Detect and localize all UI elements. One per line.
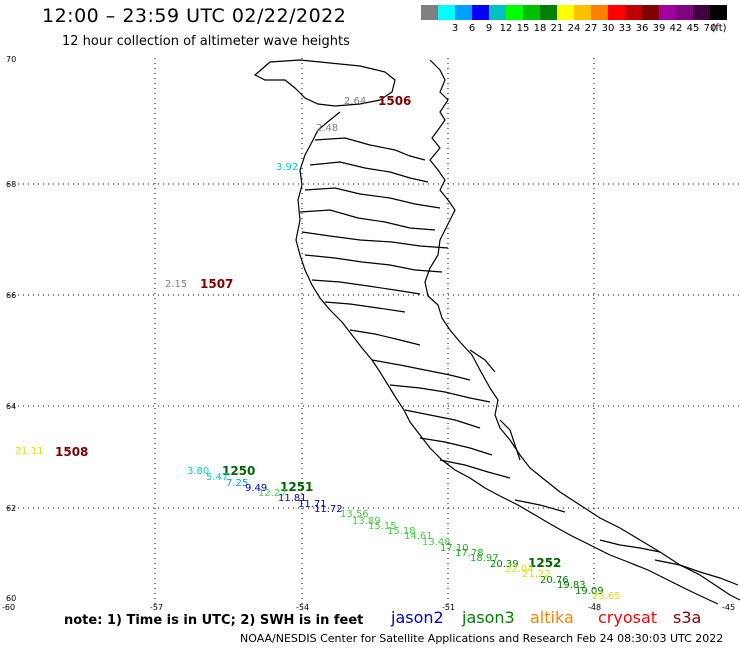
legend-swatch <box>489 5 506 20</box>
legend-swatch <box>659 5 676 20</box>
legend-tick-label: 24 <box>567 23 581 34</box>
legend-swatch <box>642 5 659 20</box>
wave-height-label: 19.09 <box>575 586 604 597</box>
wave-height-label: 23.65 <box>592 591 621 602</box>
satellite-s3a: s3a <box>673 608 702 627</box>
wave-height-label: 21.22 <box>522 569 551 580</box>
lat-tick-70: 70 <box>6 55 17 64</box>
chart-subtitle: 12 hour collection of altimeter wave hei… <box>62 34 350 49</box>
wave-height-label: 13.56 <box>340 509 369 520</box>
legend-swatch <box>693 5 710 20</box>
wave-height-label: 2.15 <box>165 279 188 290</box>
legend-swatch <box>523 5 540 20</box>
legend-swatch <box>421 5 438 20</box>
legend-tick-label: 45 <box>686 23 700 34</box>
legend-tick-label: 39 <box>652 23 666 34</box>
wave-height-label: 2.64 <box>344 96 367 107</box>
legend-tick-label: 30 <box>601 23 615 34</box>
wave-height-label: 18.97 <box>470 553 499 564</box>
legend-swatch <box>625 5 642 20</box>
legend-tick-label: 70 <box>703 23 717 34</box>
wave-height-label: 21.11 <box>15 446 44 457</box>
legend-tick-label: 15 <box>516 23 530 34</box>
legend-tick-label: 3 <box>451 23 459 34</box>
wave-height-label: 7.25 <box>226 478 249 489</box>
wave-height-label: 15.18 <box>387 526 416 537</box>
legend-unit-label: (ft) <box>711 23 727 34</box>
legend-tick-label: 42 <box>669 23 683 34</box>
satellite-altika: altika <box>530 608 574 627</box>
legend-tick-label: 36 <box>635 23 649 34</box>
legend-swatch <box>472 5 489 20</box>
wave-height-label: 11.71 <box>298 499 327 510</box>
wave-height-label: 22.04 <box>505 564 534 575</box>
lon-tick-48: -48 <box>588 603 602 612</box>
footer-note: note: 1) Time is in UTC; 2) SWH is in fe… <box>64 613 364 628</box>
lon-tick-57: -57 <box>150 603 164 612</box>
wave-height-label: 15.15 <box>368 521 397 532</box>
legend-swatch <box>438 5 455 20</box>
wave-height-label: 11.72 <box>314 504 343 515</box>
chart-title: 12:00 – 23:59 UTC 02/22/2022 <box>42 5 347 27</box>
wave-height-label: 17.10 <box>440 543 469 554</box>
lat-tick-68: 68 <box>6 180 17 189</box>
lat-tick-66: 66 <box>6 291 17 300</box>
legend-tick-label: 27 <box>584 23 598 34</box>
lat-tick-60: 60 <box>6 594 17 603</box>
legend-swatch <box>710 5 727 20</box>
legend-swatch <box>506 5 523 20</box>
legend-swatch <box>591 5 608 20</box>
pass-label: 1251 <box>280 480 314 494</box>
satellite-cryosat: cryosat <box>598 608 658 627</box>
legend-tick-label: 33 <box>618 23 632 34</box>
legend-swatch <box>455 5 472 20</box>
wave-height-label: 19.83 <box>557 580 586 591</box>
pass-label: 1250 <box>222 464 256 478</box>
footer-credit: NOAA/NESDIS Center for Satellite Applica… <box>240 632 724 645</box>
legend-tick-label: 21 <box>550 23 564 34</box>
legend-tick-label: 18 <box>533 23 547 34</box>
lat-tick-62: 62 <box>6 504 17 513</box>
coastline <box>253 59 740 605</box>
legend-swatch <box>574 5 591 20</box>
wave-height-label: 2.48 <box>316 123 339 134</box>
graticule <box>8 58 740 604</box>
wave-height-label: 20.76 <box>540 575 569 586</box>
pass-label: 1508 <box>55 445 89 459</box>
wave-height-label: 13.89 <box>352 516 381 527</box>
legend-tick-label: 9 <box>485 23 493 34</box>
lon-tick-60: -60 <box>2 603 16 612</box>
legend-tick-label: 12 <box>499 23 513 34</box>
lon-tick-54: -54 <box>296 603 310 612</box>
legend-swatch <box>557 5 574 20</box>
wave-height-label: 14.61 <box>404 531 433 542</box>
legend-swatch <box>676 5 693 20</box>
lon-tick-51: -51 <box>442 603 456 612</box>
legend-tick-label: 6 <box>468 23 476 34</box>
wave-height-label: 9.49 <box>245 483 268 494</box>
legend-swatch <box>608 5 625 20</box>
pass-label: 1507 <box>200 277 234 291</box>
wave-height-label: 20.39 <box>490 559 519 570</box>
legend-swatch <box>540 5 557 20</box>
wave-height-label: 3.80 <box>187 466 210 477</box>
lon-tick-45: -45 <box>722 603 736 612</box>
pass-label: 1252 <box>528 556 562 570</box>
pass-label: 1506 <box>378 94 412 108</box>
satellite-jason3: jason3 <box>462 608 515 627</box>
wave-height-label: 5.47 <box>206 472 229 483</box>
wave-height-label: 17.78 <box>455 548 484 559</box>
wave-height-label: 11.81 <box>278 493 307 504</box>
wave-height-label: 3.92 <box>276 162 299 173</box>
satellite-jason2: jason2 <box>391 608 444 627</box>
wave-height-label: 12.27 <box>258 488 287 499</box>
wave-height-label: 13.48 <box>422 537 451 548</box>
lat-tick-64: 64 <box>6 402 17 411</box>
